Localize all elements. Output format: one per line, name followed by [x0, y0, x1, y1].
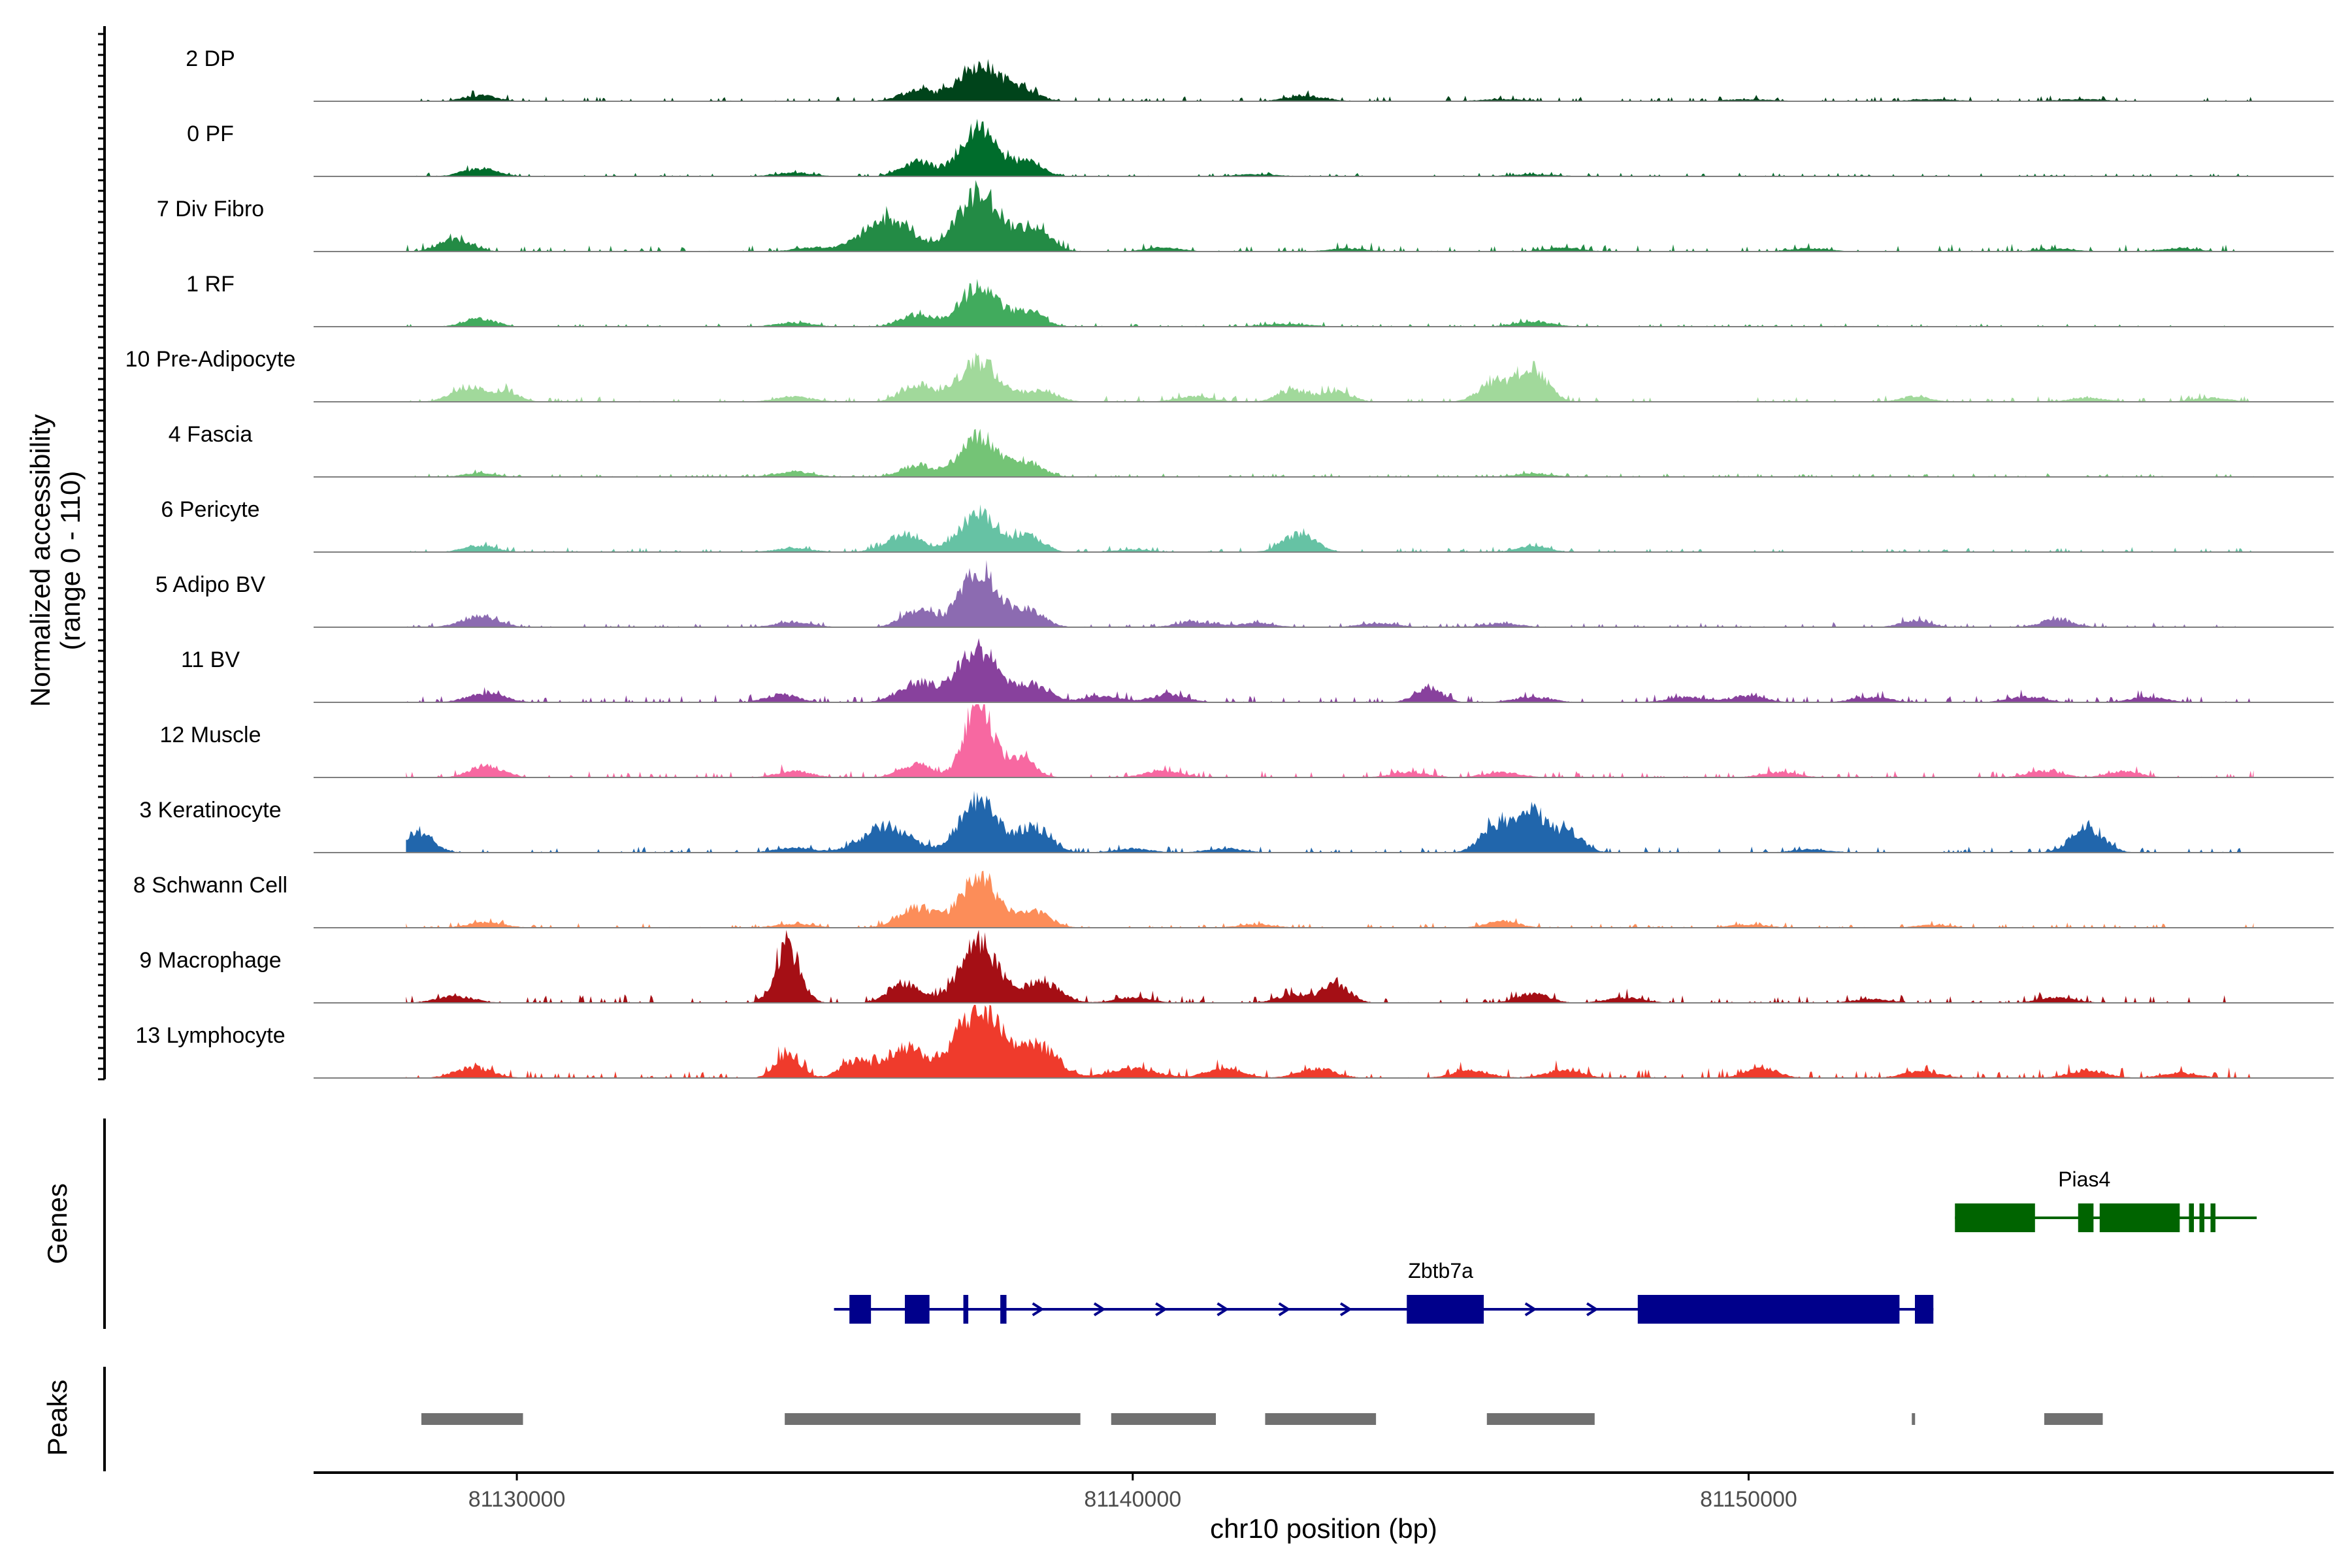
- coverage-area: [406, 278, 2254, 327]
- coverage-track: 12 Muscle: [160, 704, 2334, 778]
- coverage-area: [406, 180, 2254, 252]
- coverage-track: 2 DP: [186, 46, 2334, 102]
- coverage-area: [406, 504, 2254, 552]
- strand-arrow: [1032, 1302, 1045, 1316]
- track-label: 12 Muscle: [160, 723, 261, 747]
- x-tick-label: 81150000: [1700, 1487, 1797, 1512]
- coverage-area: [406, 704, 2254, 777]
- gene-exon: [2099, 1203, 2180, 1232]
- coverage-track: 7 Div Fibro: [157, 180, 2334, 252]
- gene-annotation-track: Pias4 Zbtb7a: [834, 1168, 2257, 1324]
- gene-exon: [1914, 1295, 1934, 1324]
- track-label: 6 Pericyte: [161, 497, 259, 522]
- coverage-track: 5 Adipo BV: [155, 560, 2334, 628]
- coverage-area: [406, 59, 2254, 101]
- track-label: 9 Macrophage: [139, 948, 281, 973]
- tracks-y-axis-label-line2: (range 0 - 110): [55, 471, 86, 651]
- track-label: 8 Schwann Cell: [133, 873, 287, 898]
- gene-exon: [1637, 1295, 1900, 1324]
- strand-arrow: [1155, 1302, 1168, 1316]
- track-label: 10 Pre-Adipocyte: [125, 347, 296, 372]
- peak-region: [1486, 1413, 1595, 1425]
- coverage-area: [406, 638, 2254, 702]
- track-label: 1 RF: [186, 272, 235, 297]
- peak-region: [421, 1413, 523, 1425]
- track-label: 5 Adipo BV: [155, 572, 266, 597]
- peaks-panel-label: Peaks: [42, 1380, 73, 1456]
- coverage-track: 3 Keratinocyte: [139, 791, 2334, 853]
- peak-region: [1111, 1413, 1217, 1425]
- gene-name-label: Zbtb7a: [1408, 1259, 1473, 1282]
- strand-arrow: [1217, 1302, 1230, 1316]
- track-label: 2 DP: [186, 46, 235, 71]
- coverage-track: 1 RF: [186, 272, 2334, 327]
- strand-arrow: [1339, 1302, 1352, 1316]
- gene-exon: [963, 1295, 969, 1324]
- x-tick-label: 81130000: [468, 1487, 566, 1512]
- gene-exon: [1000, 1295, 1007, 1324]
- x-axis-label: chr10 position (bp): [1210, 1513, 1437, 1544]
- gene-exon: [1955, 1203, 2035, 1232]
- coverage-area: [406, 930, 2254, 1003]
- peak-region: [785, 1413, 1081, 1425]
- strand-arrow: [1093, 1302, 1106, 1316]
- coverage-area: [406, 1005, 2254, 1078]
- gene-exon: [2189, 1203, 2195, 1232]
- gene-model: Zbtb7a: [834, 1259, 1934, 1324]
- gene-exon: [2210, 1203, 2216, 1232]
- coverage-area: [406, 118, 2254, 176]
- coverage-track: 13 Lymphocyte: [135, 1005, 2334, 1079]
- track-label: 11 BV: [181, 647, 240, 672]
- coverage-track: 0 PF: [187, 118, 2334, 177]
- coverage-area: [406, 429, 2254, 477]
- x-axis-ticks: 81130000 81140000 81150000: [468, 1473, 1797, 1512]
- gene-name-label: Pias4: [2058, 1168, 2110, 1191]
- coverage-track: 11 BV: [181, 638, 2334, 703]
- strand-arrow: [1524, 1302, 1537, 1316]
- track-label: 3 Keratinocyte: [139, 798, 281, 823]
- track-label: 0 PF: [187, 122, 234, 146]
- tracks-y-axis: [98, 26, 106, 1081]
- coverage-tracks: 2 DP 0 PF 7 Div Fibro 1 RF 10 Pre-Adipocyte 4…: [125, 46, 2334, 1079]
- coverage-area: [406, 352, 2254, 402]
- coverage-track: 9 Macrophage: [139, 930, 2334, 1004]
- coverage-track: 6 Pericyte: [161, 497, 2334, 553]
- peak-region: [1265, 1413, 1377, 1425]
- x-tick-label: 81140000: [1084, 1487, 1181, 1512]
- track-label: 13 Lymphocyte: [135, 1023, 285, 1048]
- gene-exon: [2199, 1203, 2205, 1232]
- gene-exon: [849, 1295, 872, 1324]
- peaks-track: [421, 1413, 2103, 1425]
- gene-exon: [904, 1295, 930, 1324]
- strand-arrow: [1278, 1302, 1291, 1316]
- strand-arrow: [1586, 1302, 1599, 1316]
- tracks-y-axis-label-line1: Normalized accessibility: [25, 414, 56, 707]
- coverage-track: 4 Fascia: [169, 422, 2334, 478]
- gene-exon: [1407, 1295, 1484, 1324]
- coverage-area: [406, 870, 2254, 928]
- gene-exon: [2078, 1203, 2094, 1232]
- genes-panel-label: Genes: [42, 1183, 73, 1264]
- peak-region: [1912, 1413, 1916, 1425]
- coverage-area: [406, 560, 2254, 627]
- peak-region: [2044, 1413, 2103, 1425]
- coverage-area: [406, 791, 2254, 853]
- track-label: 4 Fascia: [169, 422, 253, 447]
- coverage-track: 10 Pre-Adipocyte: [125, 347, 2334, 402]
- coverage-track: 8 Schwann Cell: [133, 870, 2334, 928]
- track-label: 7 Div Fibro: [157, 197, 264, 221]
- gene-model: Pias4: [1955, 1168, 2257, 1232]
